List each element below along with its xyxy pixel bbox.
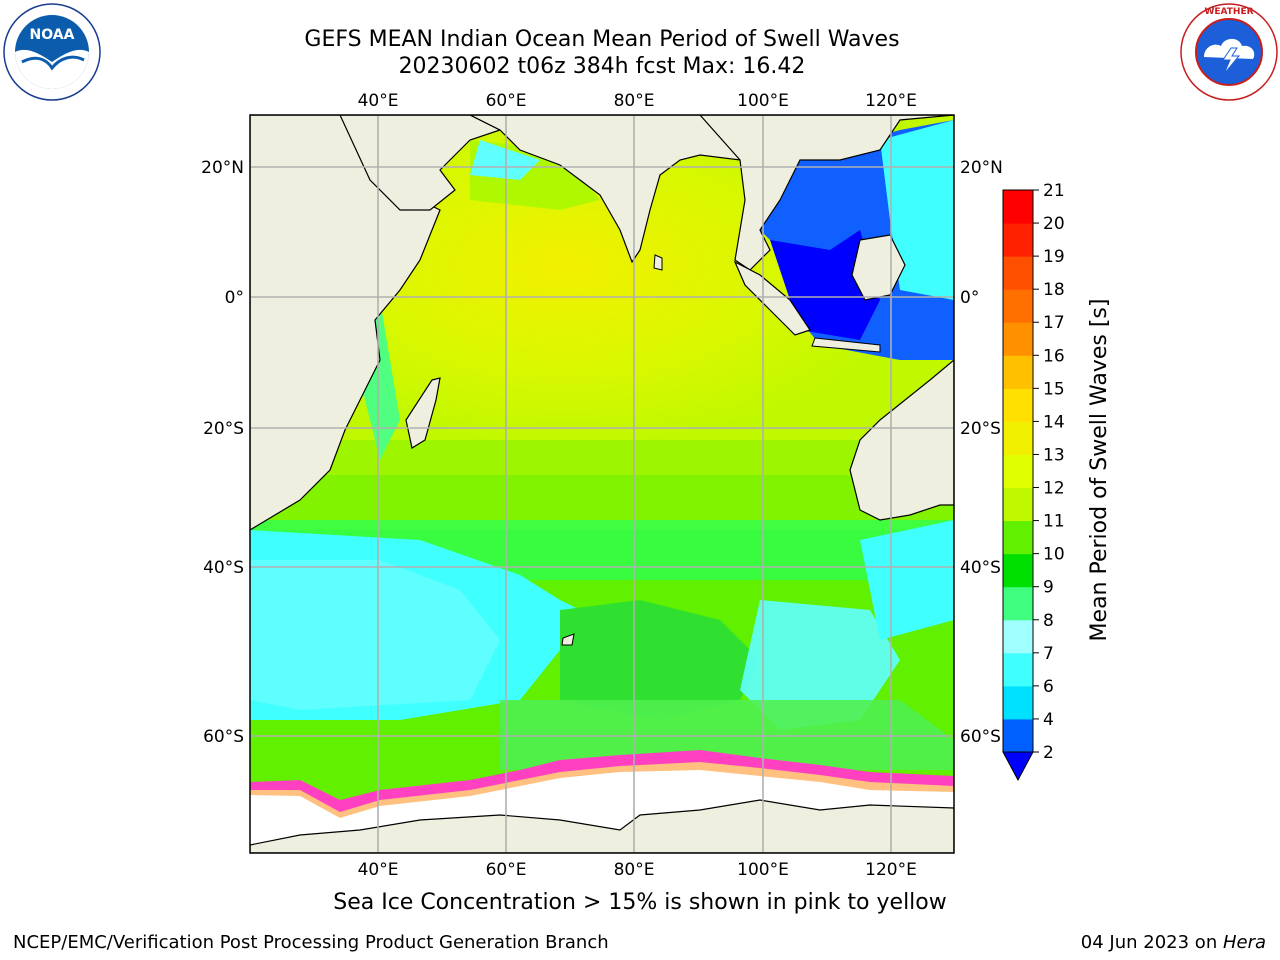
colorbar-segment (1003, 355, 1033, 389)
colorbar-segment (1003, 619, 1033, 654)
lat-label-left: 0° (225, 288, 244, 308)
lon-label-bottom: 60°E (486, 860, 527, 880)
colorbar-tick-label: 14 (1043, 412, 1065, 432)
lon-label-top: 40°E (358, 91, 399, 111)
colorbar-segment (1003, 685, 1033, 720)
colorbar-tick-label: 4 (1043, 710, 1054, 730)
lon-label-bottom: 40°E (358, 860, 399, 880)
colorbar-segment (1003, 652, 1033, 687)
lat-label-right: 20°S (960, 419, 1001, 439)
colorbar-segment (1003, 586, 1033, 621)
colorbar-segment (1003, 322, 1033, 356)
colorbar-tick-label: 17 (1043, 313, 1065, 333)
colorbar-tick-label: 21 (1043, 181, 1065, 201)
madagascar-land (405, 377, 441, 449)
colorbar-under-triangle (1002, 751, 1034, 782)
footer-credit: NCEP/EMC/Verification Post Processing Pr… (13, 932, 609, 953)
lat-label-right: 60°S (960, 727, 1001, 747)
lat-label-right: 0° (960, 288, 979, 308)
colorbar-tick-label: 9 (1043, 578, 1054, 598)
colorbar-frame (1002, 189, 1034, 753)
chart-title: GEFS MEAN Indian Ocean Mean Period of Sw… (304, 27, 900, 52)
lat-label-right: 40°S (960, 558, 1001, 578)
lat-label-left: 60°S (203, 727, 244, 747)
colorbar-segment (1003, 388, 1033, 422)
lat-label-left: 20°S (203, 419, 244, 439)
noaa-logo: NOAA (2, 2, 102, 106)
colorbar-tick-label: 12 (1043, 479, 1065, 499)
lon-label-top: 120°E (865, 91, 917, 111)
colorbar-tick-label: 10 (1043, 545, 1065, 565)
colorbar-segment (1003, 256, 1033, 290)
colorbar: 2 4 6 7 8 9 10 11 12 13 14 15 16 17 18 19 20 21 (1002, 181, 1065, 782)
colorbar-tick-label: 7 (1043, 644, 1054, 664)
lon-label-top: 80°E (614, 91, 655, 111)
colorbar-label: Mean Period of Swell Waves [s] (1087, 299, 1112, 642)
colorbar-segment (1003, 487, 1033, 522)
svg-text:WEATHER: WEATHER (1204, 7, 1253, 17)
noaa-logo-text: NOAA (30, 27, 75, 43)
colorbar-tick-label: 2 (1043, 743, 1054, 763)
colorbar-tick-label: 16 (1043, 346, 1065, 366)
colorbar-tick-label: 18 (1043, 280, 1065, 300)
colorbar-segment (1003, 520, 1033, 555)
lon-label-top: 60°E (486, 91, 527, 111)
lat-label-left: 20°N (201, 158, 244, 178)
colorbar-tick-label: 15 (1043, 379, 1065, 399)
colorbar-tick-label: 6 (1043, 677, 1054, 697)
colorbar-segment (1003, 553, 1033, 588)
chart-subtitle: 20230602 t06z 384h fcst Max: 16.42 (398, 54, 806, 79)
lon-label-top: 100°E (737, 91, 789, 111)
lat-label-left: 40°S (203, 558, 244, 578)
colorbar-segment (1003, 289, 1033, 323)
map-frame (249, 114, 955, 854)
colorbar-segment (1003, 223, 1033, 257)
lon-label-bottom: 120°E (865, 860, 917, 880)
footer-machine: Hera (1222, 932, 1266, 953)
india-land (469, 115, 761, 264)
colorbar-tick-label: 8 (1043, 611, 1054, 631)
lon-label-bottom: 100°E (737, 860, 789, 880)
nws-logo: WEATHER (1179, 2, 1279, 106)
colorbar-segment (1003, 190, 1033, 224)
lat-label-right: 20°N (960, 158, 1003, 178)
colorbar-tick-label: 13 (1043, 445, 1065, 465)
colorbar-tick-label: 19 (1043, 247, 1065, 267)
sea-ice-note: Sea Ice Concentration > 15% is shown in … (333, 890, 947, 915)
colorbar-tick-label: 20 (1043, 214, 1065, 234)
colorbar-segment (1003, 718, 1033, 753)
antarctica-land (250, 799, 954, 853)
graticule (250, 115, 954, 853)
footer-date: 04 Jun 2023 on Hera (1080, 932, 1266, 953)
australia-land (849, 359, 954, 521)
map-plot-area (250, 115, 954, 853)
lon-label-bottom: 80°E (614, 860, 655, 880)
colorbar-tick-label: 11 (1043, 512, 1065, 532)
colorbar-segment (1003, 421, 1033, 455)
colorbar-segment (1003, 454, 1033, 489)
